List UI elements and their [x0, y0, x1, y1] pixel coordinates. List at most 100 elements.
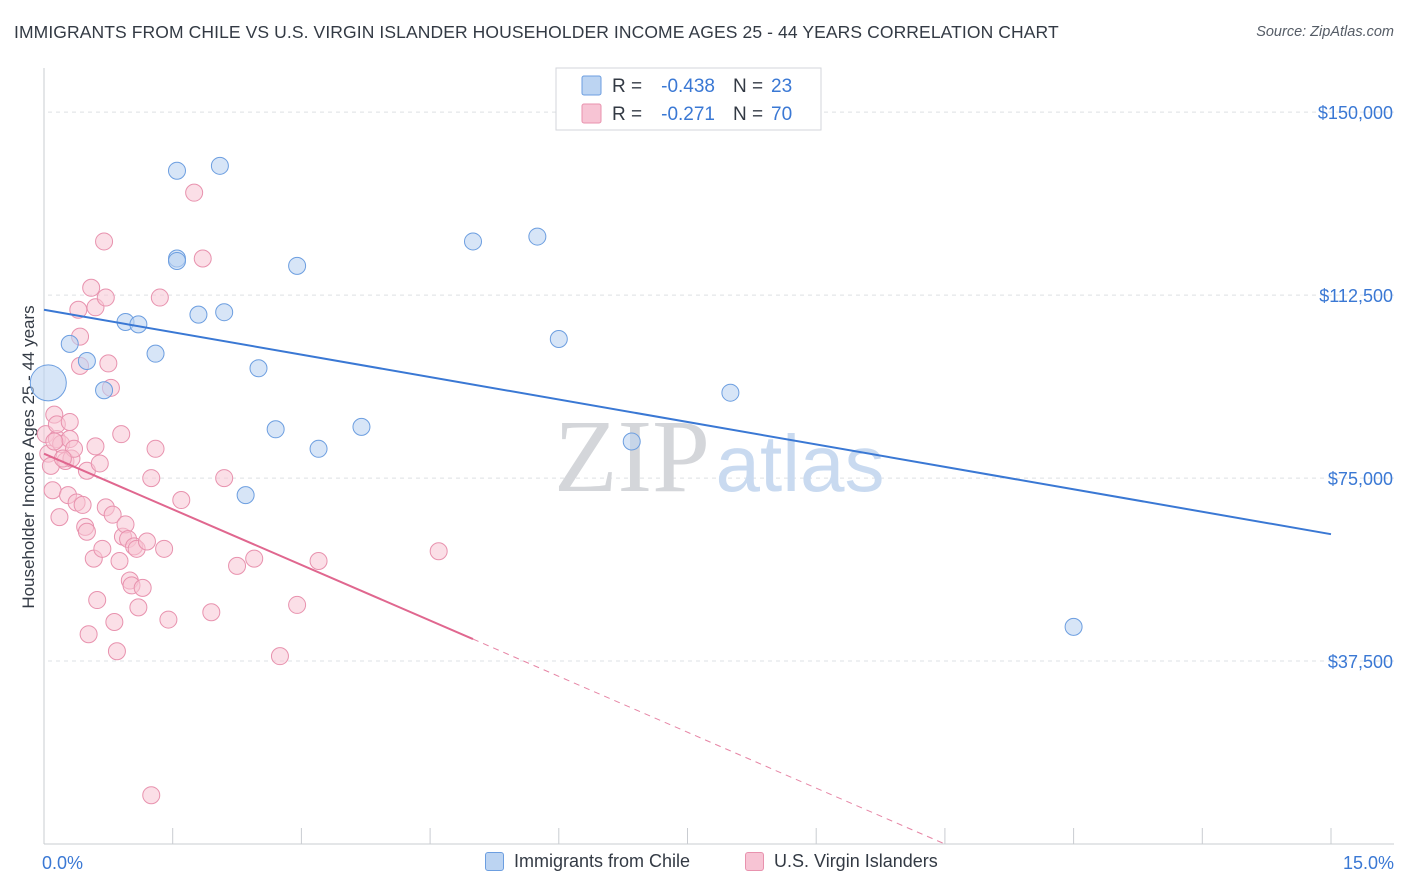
virgin-islanders-point [288, 595, 307, 614]
virgin-islanders-point [45, 432, 64, 451]
virgin-islanders-point [99, 354, 118, 373]
virgin-islanders-point [50, 508, 69, 527]
virgin-islanders-point [146, 439, 165, 458]
watermark: ZIP atlas [554, 399, 884, 514]
virgin-islanders-point [185, 183, 204, 202]
virgin-islanders-point [112, 425, 131, 444]
virgin-islanders-point [60, 412, 79, 431]
chile-point [1064, 617, 1083, 636]
series-legend: Immigrants from Chile U.S. Virgin Island… [0, 851, 1406, 877]
chile-point [249, 359, 268, 378]
chile-trend-line [43, 308, 1332, 536]
legend-swatch-virgin-islanders [745, 852, 764, 871]
chile-point [309, 439, 328, 458]
watermark-atlas: atlas [716, 419, 885, 508]
chile-point [549, 330, 568, 349]
chile-point [95, 381, 114, 400]
chart-title: IMMIGRANTS FROM CHILE VS U.S. VIRGIN ISL… [14, 22, 1059, 42]
chile-point [146, 344, 165, 363]
virgin-islanders-trend-line [43, 452, 474, 641]
virgin-islanders-point [270, 647, 289, 666]
virgin-islanders-point [429, 542, 448, 561]
x-tick-labels: 0.0% 15.0% [42, 853, 1394, 873]
chile-point [528, 227, 547, 246]
legend-n-label-blue: N = [733, 76, 763, 97]
virgin-islanders-point [110, 552, 129, 571]
virgin-islanders-point [202, 603, 221, 622]
chile-point [622, 432, 641, 451]
legend-r-value-pink: -0.271 [661, 104, 715, 125]
virgin-islanders-point [245, 549, 264, 568]
virgin-islanders-point [95, 232, 114, 251]
virgin-islanders-point [155, 539, 174, 558]
virgin-islanders-point [103, 505, 122, 524]
chile-point [167, 251, 186, 270]
watermark-zip: ZIP [554, 399, 710, 514]
chile-point [288, 256, 307, 275]
virgin-islanders-point [137, 532, 156, 551]
virgin-islanders-point [159, 610, 178, 629]
virgin-islanders-point [79, 625, 98, 644]
legend-n-value-pink: 70 [771, 104, 792, 125]
grid-lines [48, 111, 1394, 662]
chile-point [29, 364, 67, 402]
y-tick-label-3: $150,000 [1318, 103, 1393, 123]
virgin-islanders-point [142, 786, 161, 805]
x-tick-label-1: 15.0% [1343, 853, 1394, 873]
virgin-islanders-point [193, 249, 212, 268]
source-credit: Source: ZipAtlas.com [1256, 24, 1394, 40]
chile-point [266, 420, 285, 439]
legend-label-chile: Immigrants from Chile [514, 851, 691, 871]
legend-item-chile[interactable]: Immigrants from Chile [485, 851, 690, 872]
virgin-islanders-point [43, 481, 62, 500]
chile-point [464, 232, 482, 251]
virgin-islanders-point [309, 552, 328, 571]
legend-r-label-pink: R = [612, 104, 642, 125]
virgin-islanders-point [172, 491, 191, 510]
chile-point [167, 161, 186, 180]
virgin-islanders-point [96, 288, 115, 307]
virgin-islanders-point [105, 613, 124, 632]
chile-point [215, 303, 234, 322]
y-tick-label-2: $112,500 [1319, 286, 1393, 306]
chile-point [77, 351, 96, 370]
legend-r-label-blue: R = [612, 76, 642, 97]
legend-item-virgin-islanders[interactable]: U.S. Virgin Islanders [745, 851, 938, 872]
x-tick-label-0: 0.0% [42, 853, 83, 873]
virgin-islanders-point [150, 288, 169, 307]
chile-point [352, 417, 371, 436]
trend-lines [43, 308, 1332, 845]
virgin-islanders-point [73, 495, 92, 514]
legend-swatch-blue [581, 75, 602, 96]
virgin-islanders-point [88, 591, 107, 610]
virgin-islanders-point [228, 556, 247, 575]
chile-point [721, 383, 740, 402]
correlation-legend: R = -0.438 N = 23 R = -0.271 N = 70 [555, 67, 822, 131]
y-tick-label-1: $75,000 [1328, 469, 1393, 489]
virgin-islanders-trend-extension [472, 638, 946, 845]
virgin-islanders-point [86, 437, 105, 456]
chile-point [60, 334, 79, 353]
y-tick-label-0: $37,500 [1328, 652, 1393, 672]
virgin-islanders-point [77, 522, 96, 541]
legend-swatch-chile [485, 852, 504, 871]
virgin-islanders-point [82, 278, 101, 297]
virgin-islanders-point [107, 642, 126, 661]
virgin-islanders-point [116, 515, 135, 534]
y-axis-label: Householder Income Ages 25 - 44 years [19, 305, 38, 608]
legend-r-value-blue: -0.438 [661, 76, 715, 97]
chile-point [210, 156, 229, 175]
virgin-islanders-point [142, 469, 161, 488]
series-chile-points [29, 156, 1083, 636]
y-tick-labels: $37,500 $75,000 $112,500 $150,000 [1318, 103, 1393, 672]
legend-n-label-pink: N = [733, 104, 763, 125]
legend-n-value-blue: 23 [771, 76, 792, 97]
virgin-islanders-point [215, 469, 234, 488]
virgin-islanders-point [93, 539, 112, 558]
chile-point [236, 486, 255, 505]
virgin-islanders-point [129, 598, 148, 617]
chile-point [189, 305, 208, 324]
legend-swatch-pink [581, 103, 602, 124]
virgin-islanders-point [133, 578, 152, 597]
